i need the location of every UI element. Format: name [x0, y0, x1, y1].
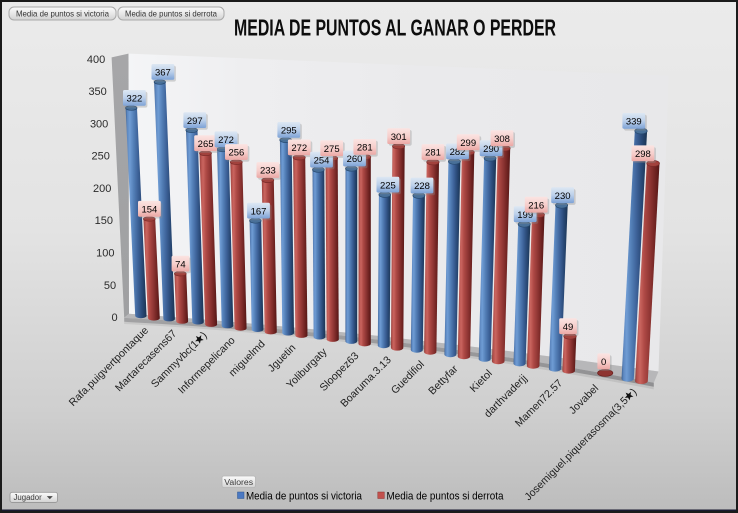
svg-text:290: 290 [483, 144, 499, 155]
svg-text:Valores: Valores [224, 477, 253, 487]
svg-text:256: 256 [228, 148, 244, 159]
svg-text:167: 167 [251, 206, 267, 217]
svg-text:49: 49 [563, 322, 574, 333]
svg-text:400: 400 [87, 54, 105, 66]
svg-text:254: 254 [314, 155, 330, 166]
svg-text:250: 250 [92, 151, 110, 163]
svg-text:350: 350 [88, 86, 106, 98]
svg-text:322: 322 [126, 94, 142, 105]
svg-text:200: 200 [93, 183, 111, 195]
svg-text:300: 300 [90, 118, 108, 130]
svg-text:301: 301 [391, 132, 407, 143]
svg-text:295: 295 [281, 126, 297, 137]
svg-text:199: 199 [517, 210, 533, 221]
svg-text:308: 308 [494, 134, 510, 145]
svg-text:281: 281 [425, 148, 441, 159]
svg-text:Media de puntos si victoria: Media de puntos si victoria [246, 490, 363, 502]
svg-text:339: 339 [626, 117, 642, 128]
svg-text:Jugador: Jugador [14, 493, 43, 502]
svg-text:216: 216 [528, 200, 544, 211]
svg-text:299: 299 [460, 138, 476, 149]
svg-text:272: 272 [218, 135, 234, 146]
svg-text:50: 50 [104, 280, 116, 292]
svg-text:228: 228 [414, 181, 430, 192]
svg-text:MEDIA DE PUNTOS AL GANAR O PER: MEDIA DE PUNTOS AL GANAR O PERDER [234, 15, 556, 41]
svg-text:230: 230 [555, 191, 571, 202]
svg-text:281: 281 [357, 143, 373, 154]
svg-text:154: 154 [141, 205, 157, 216]
svg-text:74: 74 [175, 259, 186, 270]
svg-text:0: 0 [111, 312, 117, 324]
svg-text:233: 233 [260, 166, 276, 177]
svg-text:Media de puntos si derrota: Media de puntos si derrota [125, 9, 217, 19]
svg-text:): ) [199, 330, 210, 341]
svg-text:Media de puntos si derrota: Media de puntos si derrota [387, 490, 505, 502]
svg-text:272: 272 [291, 143, 307, 154]
svg-text:100: 100 [96, 248, 114, 260]
svg-text:275: 275 [324, 144, 340, 155]
svg-text:150: 150 [95, 215, 113, 227]
svg-text:265: 265 [198, 139, 214, 150]
svg-text:): ) [628, 386, 639, 397]
svg-text:Media de puntos si victoria: Media de puntos si victoria [16, 9, 109, 19]
svg-text:298: 298 [635, 149, 651, 160]
svg-text:260: 260 [347, 154, 363, 165]
svg-text:0: 0 [601, 357, 606, 368]
svg-text:282: 282 [450, 147, 466, 158]
svg-text:225: 225 [380, 180, 396, 191]
svg-text:297: 297 [187, 116, 203, 127]
svg-text:367: 367 [155, 68, 171, 79]
